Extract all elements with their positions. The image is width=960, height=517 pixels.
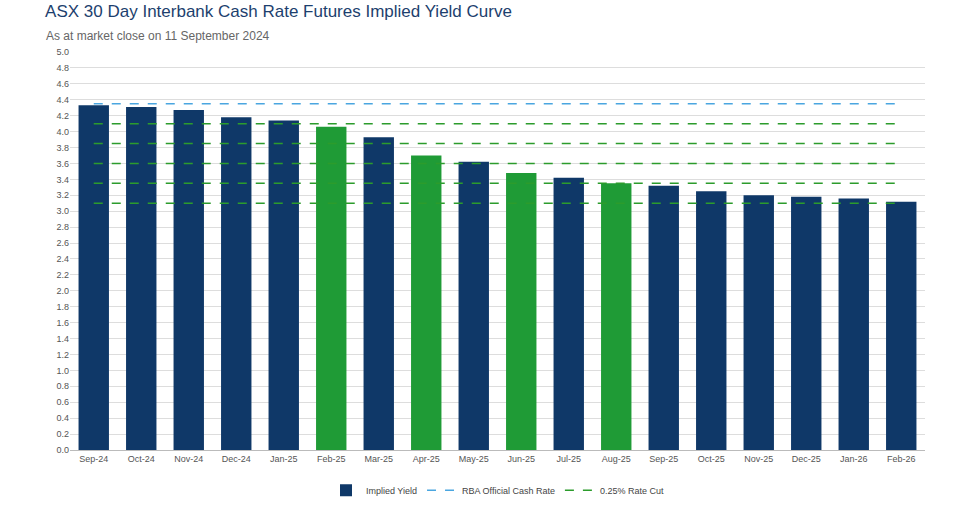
svg-text:ASX 30 Day Interbank Cash Rate: ASX 30 Day Interbank Cash Rate Futures I…: [45, 2, 512, 21]
svg-text:1.0: 1.0: [56, 366, 69, 376]
svg-text:0.4: 0.4: [56, 413, 69, 423]
svg-text:Jan-25: Jan-25: [270, 454, 298, 464]
svg-text:Feb-25: Feb-25: [317, 454, 346, 464]
svg-text:Nov-24: Nov-24: [174, 454, 203, 464]
svg-text:1.8: 1.8: [56, 302, 69, 312]
svg-text:1.6: 1.6: [56, 318, 69, 328]
svg-text:3.8: 3.8: [56, 143, 69, 153]
svg-text:RBA Official Cash Rate: RBA Official Cash Rate: [462, 486, 555, 496]
svg-text:Apr-25: Apr-25: [413, 454, 440, 464]
svg-text:0.2: 0.2: [56, 429, 69, 439]
svg-text:1.4: 1.4: [56, 334, 69, 344]
svg-text:1.2: 1.2: [56, 350, 69, 360]
svg-text:2.8: 2.8: [56, 222, 69, 232]
svg-text:Nov-25: Nov-25: [744, 454, 773, 464]
svg-text:3.6: 3.6: [56, 159, 69, 169]
svg-text:3.0: 3.0: [56, 206, 69, 216]
svg-text:Oct-25: Oct-25: [698, 454, 725, 464]
svg-text:4.4: 4.4: [56, 95, 69, 105]
svg-text:4.2: 4.2: [56, 111, 69, 121]
svg-text:2.2: 2.2: [56, 270, 69, 280]
svg-text:Oct-24: Oct-24: [128, 454, 155, 464]
svg-text:Feb-26: Feb-26: [887, 454, 916, 464]
svg-text:3.4: 3.4: [56, 175, 69, 185]
svg-text:4.8: 4.8: [56, 63, 69, 73]
svg-text:0.6: 0.6: [56, 397, 69, 407]
svg-text:As at market close on 11 Septe: As at market close on 11 September 2024: [46, 29, 270, 43]
svg-text:0.8: 0.8: [56, 381, 69, 391]
svg-text:Sep-25: Sep-25: [649, 454, 678, 464]
svg-text:Dec-24: Dec-24: [222, 454, 251, 464]
svg-text:Implied Yield: Implied Yield: [366, 486, 417, 496]
svg-text:2.4: 2.4: [56, 254, 69, 264]
svg-text:4.6: 4.6: [56, 79, 69, 89]
svg-text:2.6: 2.6: [56, 238, 69, 248]
svg-text:Jan-26: Jan-26: [840, 454, 868, 464]
svg-text:5.0: 5.0: [56, 47, 69, 57]
svg-text:0.25% Rate Cut: 0.25% Rate Cut: [600, 486, 664, 496]
svg-text:May-25: May-25: [459, 454, 489, 464]
svg-text:Sep-24: Sep-24: [79, 454, 108, 464]
svg-text:Aug-25: Aug-25: [602, 454, 631, 464]
svg-text:4.0: 4.0: [56, 127, 69, 137]
svg-text:Jul-25: Jul-25: [556, 454, 581, 464]
svg-text:0.0: 0.0: [56, 445, 69, 455]
svg-text:Dec-25: Dec-25: [792, 454, 821, 464]
svg-text:3.2: 3.2: [56, 190, 69, 200]
svg-text:Jun-25: Jun-25: [507, 454, 535, 464]
svg-text:2.0: 2.0: [56, 286, 69, 296]
svg-text:Mar-25: Mar-25: [364, 454, 393, 464]
